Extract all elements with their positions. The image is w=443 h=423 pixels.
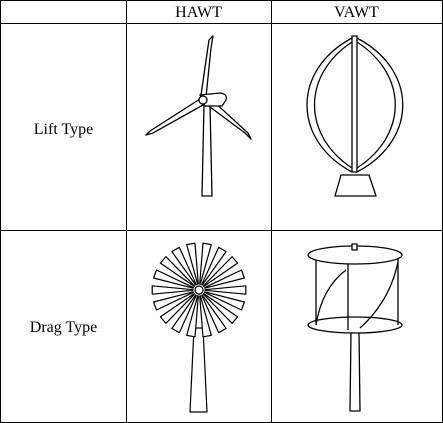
windmill-blade [151,285,194,295]
windmill-blade [201,294,227,334]
windmill-blade [204,285,247,295]
windmill-blade [199,242,212,285]
windmill-blade [159,256,196,287]
row-label-drag-type: Drag Type [29,319,98,336]
windmill-blade [186,295,199,338]
row-label-lift-type: Lift Type [33,121,94,138]
windmill-blade [203,269,245,289]
windmill-blade [201,246,227,286]
windmill-blade [202,256,239,287]
column-header-vawt: VAWT [334,4,379,21]
windmill-blade [171,246,197,286]
windmill-blade [186,242,199,285]
windmill-blade [202,293,239,324]
windmill-blades [151,242,247,338]
windmill-blade [153,291,195,311]
windmill-blade [199,295,212,338]
windmill-blade [153,269,195,289]
windmill-blade [159,293,196,324]
windmill-blade [203,291,245,311]
column-header-hawt: HAWT [175,4,222,21]
windmill-blade [171,294,197,334]
